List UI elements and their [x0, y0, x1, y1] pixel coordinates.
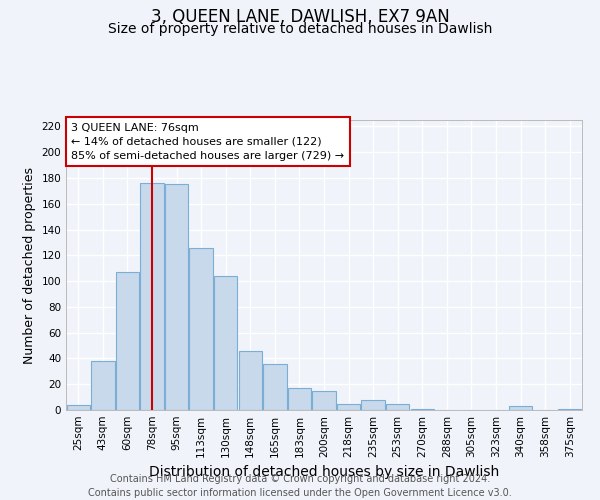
Text: 3, QUEEN LANE, DAWLISH, EX7 9AN: 3, QUEEN LANE, DAWLISH, EX7 9AN — [151, 8, 449, 26]
Bar — [67, 405, 90, 410]
Y-axis label: Number of detached properties: Number of detached properties — [23, 166, 36, 364]
Bar — [288, 388, 311, 410]
Bar — [91, 361, 115, 410]
Text: Contains HM Land Registry data © Crown copyright and database right 2024.
Contai: Contains HM Land Registry data © Crown c… — [88, 474, 512, 498]
Bar — [410, 408, 434, 410]
Bar — [214, 276, 238, 410]
Bar — [140, 183, 164, 410]
Bar — [263, 364, 287, 410]
Text: 3 QUEEN LANE: 76sqm
← 14% of detached houses are smaller (122)
85% of semi-detac: 3 QUEEN LANE: 76sqm ← 14% of detached ho… — [71, 123, 344, 161]
Text: Size of property relative to detached houses in Dawlish: Size of property relative to detached ho… — [108, 22, 492, 36]
Bar — [165, 184, 188, 410]
Bar — [558, 408, 581, 410]
Bar — [313, 390, 335, 410]
Bar — [190, 248, 213, 410]
Bar — [386, 404, 409, 410]
Bar — [239, 350, 262, 410]
Bar — [509, 406, 532, 410]
Bar — [361, 400, 385, 410]
X-axis label: Distribution of detached houses by size in Dawlish: Distribution of detached houses by size … — [149, 466, 499, 479]
Bar — [337, 404, 360, 410]
Bar — [116, 272, 139, 410]
